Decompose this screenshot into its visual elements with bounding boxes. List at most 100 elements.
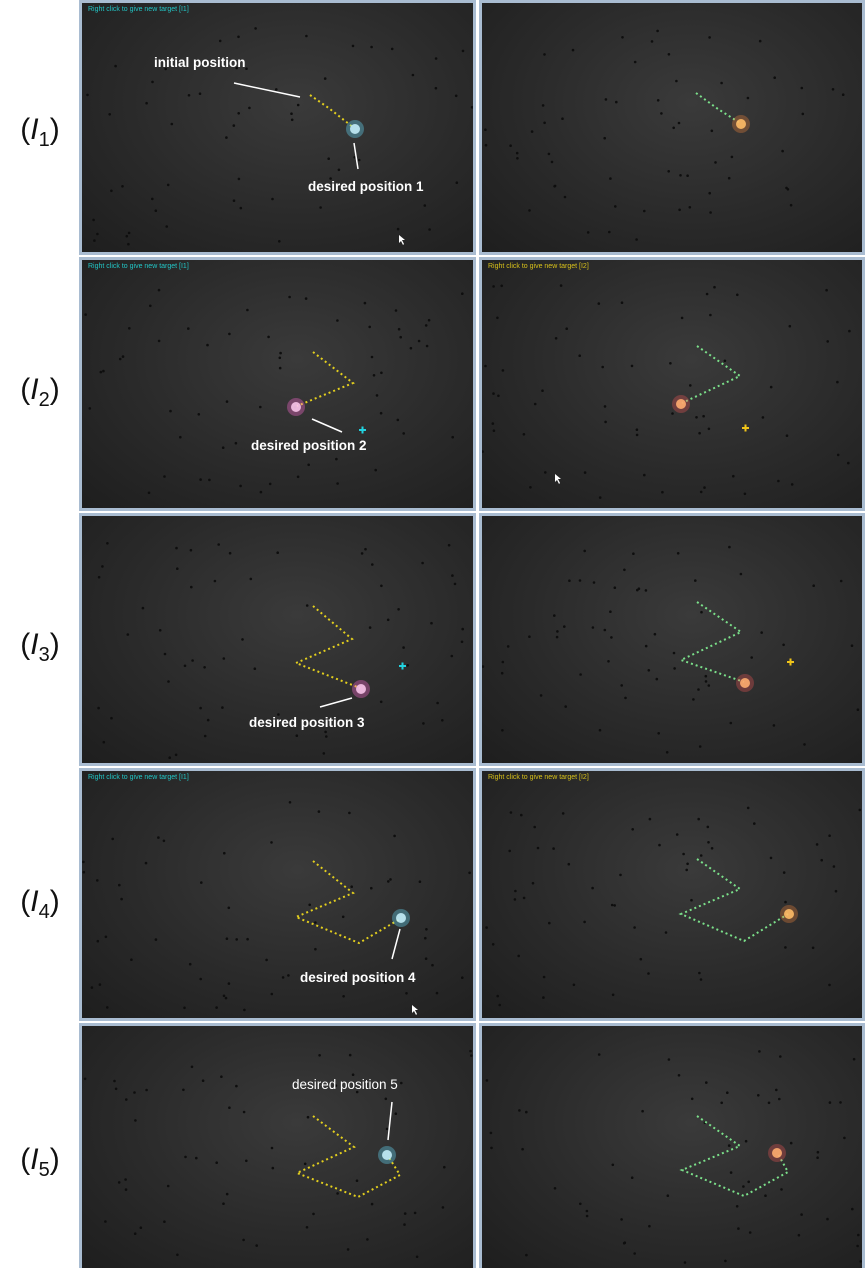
- calibration-dot: [86, 93, 89, 97]
- desired-position-2-label: desired position 2: [251, 438, 367, 453]
- calibration-dot: [277, 713, 280, 716]
- calibration-dot: [843, 1136, 846, 1140]
- calibration-dot: [611, 1163, 615, 1167]
- camera-scene: [482, 545, 860, 754]
- calibration-dot: [620, 1218, 623, 1221]
- calibration-dot: [397, 608, 400, 611]
- calibration-dot: [278, 366, 282, 370]
- calibration-dot: [319, 206, 322, 209]
- calibration-dot: [564, 705, 567, 708]
- calibration-dot: [726, 1091, 729, 1094]
- calibration-dot: [206, 718, 210, 722]
- trajectory-trail: [695, 92, 741, 124]
- trajectory-trail: [293, 605, 361, 689]
- calibration-dot: [281, 976, 285, 979]
- desired-position-3-label: desired position 3: [249, 715, 365, 730]
- calibration-dot: [225, 136, 228, 139]
- calibration-dot: [126, 633, 130, 636]
- calibration-dot: [179, 435, 182, 439]
- calibration-dot: [296, 103, 300, 107]
- calibration-dot: [553, 1187, 557, 1190]
- calibration-dot: [97, 706, 100, 710]
- tool-tip-glow-icon: [396, 913, 406, 923]
- calibration-dot: [237, 177, 241, 181]
- calibration-dot: [509, 811, 513, 814]
- camera-view-left-3[interactable]: desired position 3: [79, 513, 476, 766]
- calibration-dot: [777, 479, 780, 483]
- camera-view-left-2[interactable]: Right click to give new target [I1] desi…: [79, 257, 476, 511]
- calibration-dot: [441, 1206, 445, 1209]
- calibration-dot: [346, 1248, 350, 1251]
- calibration-dot: [470, 106, 473, 109]
- calibration-dot: [334, 1084, 338, 1087]
- camera-view-right-4[interactable]: Right click to give new target [I2]: [479, 768, 865, 1021]
- calibration-dot: [145, 1088, 148, 1092]
- calibration-dot: [536, 846, 540, 850]
- calibration-dot: [635, 433, 639, 437]
- calibration-dot: [403, 1212, 407, 1215]
- calibration-dot: [82, 860, 85, 864]
- calibration-dot: [118, 357, 122, 361]
- calibration-dot: [530, 130, 534, 133]
- calibration-dot: [224, 996, 228, 1000]
- calibration-dot: [688, 206, 692, 209]
- calibration-dot: [785, 186, 788, 190]
- calibration-dot: [121, 355, 125, 358]
- calibration-dot: [460, 640, 464, 644]
- calibration-dot: [727, 1144, 731, 1147]
- calibration-dot: [797, 1233, 801, 1237]
- calibration-dot: [521, 1147, 524, 1151]
- calibration-dot: [525, 1253, 528, 1257]
- trajectory-trail: [681, 345, 742, 404]
- calibration-dot: [139, 1226, 143, 1229]
- calibration-dot: [550, 160, 554, 164]
- calibration-dot: [509, 144, 512, 147]
- calibration-dot: [157, 288, 161, 292]
- camera-view-left-4[interactable]: Right click to give new target [I1] desi…: [79, 768, 476, 1021]
- calibration-dot: [195, 1156, 198, 1160]
- calibration-dot: [543, 53, 546, 56]
- calibration-dot: [598, 496, 602, 499]
- calibration-dots: [97, 542, 465, 759]
- calibration-dot: [680, 316, 684, 320]
- calibration-dot: [816, 1156, 819, 1159]
- calibration-dot: [828, 983, 831, 987]
- calibration-dot: [370, 45, 373, 49]
- calibration-dot: [380, 371, 383, 375]
- calibration-dot: [470, 1054, 473, 1057]
- calibration-dot: [271, 197, 274, 201]
- calibration-dot: [242, 1110, 246, 1114]
- calibration-dot: [666, 1194, 670, 1197]
- calibration-dot: [698, 971, 701, 975]
- calibration-dot: [635, 238, 638, 241]
- calibration-dot: [390, 47, 394, 51]
- calibration-dot: [104, 935, 108, 939]
- camera-view-right-1[interactable]: [479, 0, 865, 255]
- calibration-dot: [826, 1217, 829, 1221]
- tool-tip-glow-icon: [772, 1148, 782, 1158]
- calibration-dot: [831, 88, 835, 91]
- camera-view-right-5[interactable]: [479, 1023, 865, 1268]
- calibration-dot: [727, 176, 731, 180]
- camera-view-left-5[interactable]: desired position 5: [79, 1023, 476, 1268]
- camera-view-right-3[interactable]: [479, 513, 865, 766]
- calibration-dot: [208, 478, 211, 482]
- calibration-dot: [147, 491, 151, 495]
- camera-view-right-2[interactable]: Right click to give new target [I2]: [479, 257, 865, 511]
- calibration-dot: [697, 817, 700, 821]
- camera-view-left-1[interactable]: Right click to give new target [I1] init…: [79, 0, 476, 255]
- calibration-dot: [227, 982, 231, 985]
- calibration-dot: [225, 1192, 229, 1196]
- calibration-dot: [644, 589, 648, 592]
- calibration-dot: [102, 369, 105, 373]
- calibration-dot: [702, 414, 705, 418]
- calibration-dot: [597, 302, 601, 305]
- calibration-dot: [222, 657, 226, 660]
- calibration-dot: [303, 1162, 307, 1166]
- calibration-dot: [288, 295, 291, 299]
- row-label-3: (I3): [20, 628, 60, 666]
- calibration-dot: [228, 551, 232, 555]
- calibration-dot: [501, 369, 505, 372]
- calibration-dot: [848, 329, 851, 333]
- calibration-dot: [572, 983, 576, 987]
